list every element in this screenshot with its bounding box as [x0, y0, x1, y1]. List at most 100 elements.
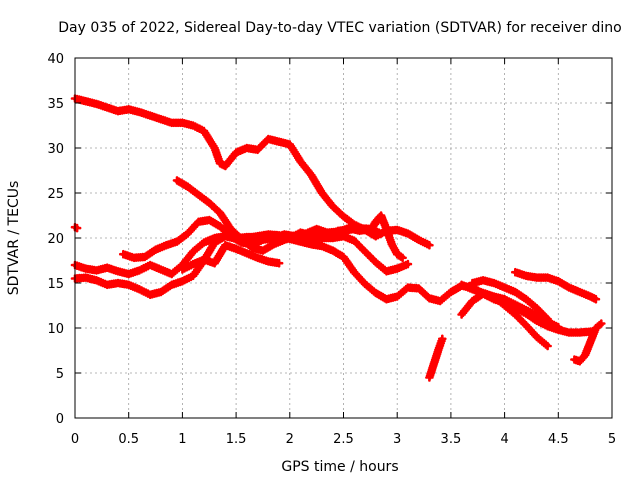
data-point: [415, 236, 423, 244]
data-point: [533, 311, 541, 319]
data-point: [280, 236, 288, 244]
data-point: [511, 311, 519, 318]
data-point: [501, 295, 509, 303]
data-point: [345, 226, 353, 234]
data-point: [221, 241, 229, 249]
data-point: [490, 293, 498, 300]
data-point: [522, 306, 530, 314]
data-point: [211, 259, 219, 267]
y-tick-label: 20: [47, 232, 64, 247]
data-point: [592, 295, 600, 303]
data-point: [200, 256, 208, 264]
data-point: [318, 242, 326, 250]
data-point: [189, 272, 197, 280]
data-point: [544, 318, 552, 326]
data-point: [92, 276, 100, 284]
data-point: [361, 248, 369, 255]
data-point: [468, 285, 476, 293]
data-point: [227, 225, 235, 233]
data-point: [184, 183, 192, 191]
data-point: [382, 267, 390, 275]
y-tick-label: 0: [56, 412, 64, 427]
data-point: [125, 105, 133, 113]
data-point: [103, 104, 111, 111]
data-point: [377, 230, 385, 237]
x-tick-label: 5: [608, 432, 616, 447]
data-point: [393, 265, 401, 273]
data-point: [393, 226, 401, 234]
data-point: [511, 288, 519, 296]
data-point: [168, 119, 176, 127]
data-point: [270, 240, 278, 248]
data-point: [178, 277, 186, 285]
series-track-j: [510, 267, 601, 304]
data-point: [152, 246, 160, 254]
data-point: [313, 225, 321, 233]
data-point: [382, 295, 390, 303]
data-point: [366, 227, 374, 235]
data-point: [200, 127, 208, 135]
data-point: [162, 241, 170, 249]
data-point: [576, 329, 584, 336]
data-point: [581, 351, 589, 359]
data-point: [438, 335, 446, 343]
data-point: [323, 231, 331, 239]
data-point: [82, 265, 90, 273]
data-point: [103, 281, 111, 289]
data-point: [297, 158, 305, 165]
data-point: [264, 257, 272, 265]
data-point: [432, 354, 440, 362]
data-point: [404, 260, 412, 268]
data-point: [399, 254, 407, 262]
data-point: [329, 203, 337, 210]
data-point: [114, 279, 122, 287]
data-point: [533, 304, 541, 312]
data-point: [195, 191, 203, 199]
data-point: [458, 281, 466, 289]
series-track-e: [172, 176, 386, 255]
data-point: [490, 279, 498, 287]
data-point: [254, 146, 262, 154]
y-tick-label: 15: [47, 277, 64, 292]
data-point: [211, 234, 219, 242]
data-point: [511, 268, 519, 276]
data-point: [189, 122, 197, 129]
data-point: [435, 344, 443, 352]
data-point: [533, 333, 541, 341]
data-point: [135, 266, 143, 274]
series-track-h: [425, 334, 447, 382]
data-point: [533, 274, 541, 282]
data-point: [232, 149, 240, 156]
data-point: [479, 276, 487, 284]
data-point: [275, 259, 283, 267]
data-point: [522, 321, 530, 329]
data-point: [141, 253, 149, 261]
data-point: [356, 224, 364, 232]
data-point: [216, 159, 224, 167]
x-tick-label: 2: [286, 432, 294, 447]
data-point: [275, 138, 283, 146]
data-point: [135, 108, 143, 116]
x-tick-label: 0: [71, 432, 79, 447]
data-point: [597, 320, 605, 327]
y-tick-label: 35: [47, 97, 64, 112]
data-point: [82, 274, 90, 282]
data-point: [377, 212, 385, 219]
data-point: [189, 248, 197, 255]
data-point: [587, 293, 595, 300]
series-track-l: [570, 319, 606, 366]
data-point: [216, 222, 224, 230]
data-point: [221, 162, 229, 170]
data-point: [468, 297, 476, 305]
data-point: [361, 280, 369, 288]
data-point: [103, 264, 111, 272]
axis-ticks: 0 0.5 1 1.5 2 2.5 3 3.5 4 4.5 5 0 5 10 15 20 25 30 35 40: [47, 52, 616, 447]
data-point: [259, 236, 267, 244]
data-point: [313, 235, 321, 243]
data-point: [248, 244, 256, 252]
data-point: [168, 270, 176, 278]
data-point: [125, 270, 133, 278]
data-point: [565, 329, 573, 336]
series-track-n: [457, 280, 563, 332]
x-tick-label: 4: [500, 432, 508, 447]
